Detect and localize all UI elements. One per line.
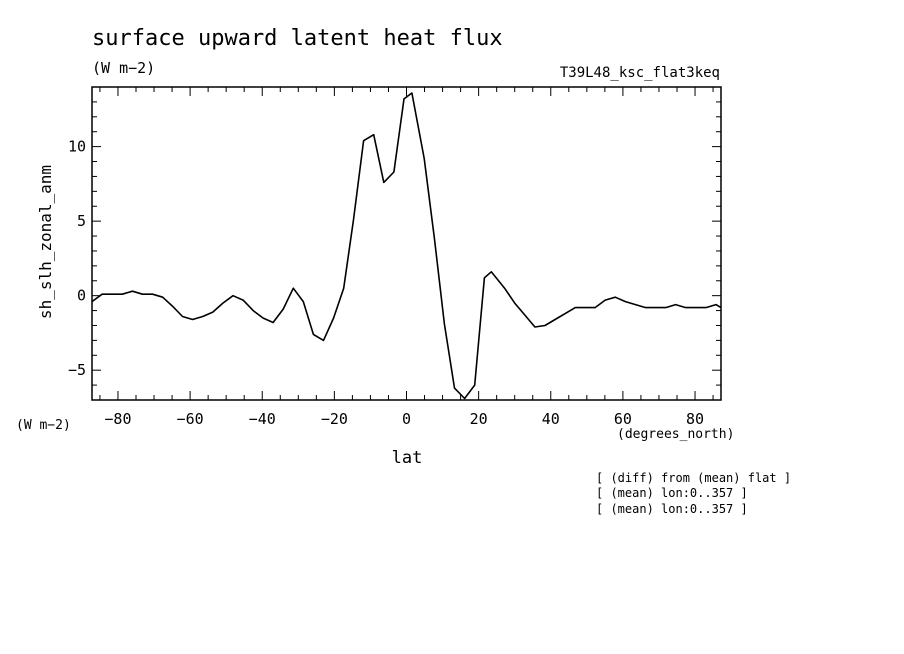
x-axis-units: (degrees_north) (617, 427, 734, 442)
plot-frame (91, 86, 722, 401)
title-units: (W m−2) (92, 59, 155, 77)
x-tick-label: 0 (402, 410, 411, 428)
x-tick-label: −20 (321, 410, 348, 428)
y-tick-label: 5 (77, 212, 86, 230)
note-line: [ (diff) from (mean) flat ] (596, 471, 791, 485)
run-label: T39L48_ksc_flat3keq (560, 65, 720, 81)
series-line (92, 92, 721, 400)
x-tick-label: 60 (614, 410, 632, 428)
chart-title: surface upward latent heat flux (92, 26, 503, 51)
x-axis-label: lat (392, 448, 423, 468)
x-tick-label: 20 (470, 410, 488, 428)
y-tick-label: 10 (68, 138, 86, 156)
axis-ticks (92, 86, 721, 401)
x-tick-label: 40 (542, 410, 560, 428)
x-tick-label: 80 (686, 410, 704, 428)
y-axis-label: sh_slh_zonal_anm (36, 165, 55, 319)
y-tick-label: −5 (68, 361, 86, 379)
x-tick-label: −40 (249, 410, 276, 428)
x-tick-label: −80 (104, 410, 131, 428)
y-axis-units: (W m−2) (16, 418, 71, 433)
y-tick-label: 0 (77, 287, 86, 305)
tick-labels: −80 −60 −40 −20 0 20 40 60 80 −5 0 5 10 (68, 138, 704, 428)
note-line: [ (mean) lon:0..357 ] (596, 486, 748, 500)
note-line: [ (mean) lon:0..357 ] (596, 502, 748, 516)
x-tick-label: −60 (177, 410, 204, 428)
